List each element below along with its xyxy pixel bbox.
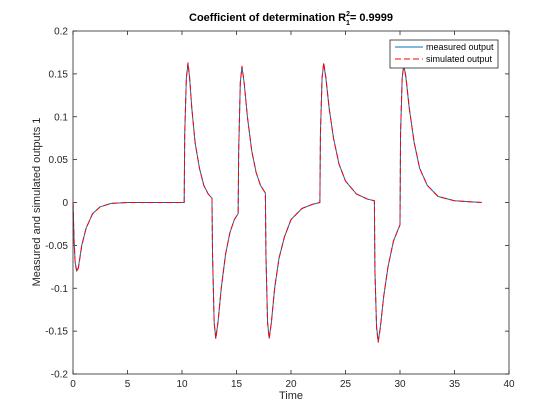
x-tick-label: 30	[394, 379, 406, 390]
chart-title-main: Coefficient of determination R	[189, 12, 346, 24]
y-axis-ticks: -0.2 -0.15 -0.1 -0.05 0 0.05 0.1 0.15 0.2	[45, 27, 509, 381]
x-tick-label: 25	[340, 379, 352, 390]
x-tick-label: 10	[176, 379, 188, 390]
x-axis-ticks: 0 5 10 15 20 25 30 35 40	[70, 31, 515, 390]
chart-title-value: = 0.9999	[350, 12, 393, 24]
y-tick-label: -0.05	[45, 241, 68, 252]
series-line-simulated-output	[72, 62, 482, 343]
legend: measured output simulated output	[389, 39, 499, 69]
y-tick-label: 0.15	[49, 69, 69, 80]
y-tick-label: -0.1	[51, 284, 69, 295]
y-axis-label: Measured and simulated outputs 1	[31, 118, 43, 287]
legend-label-simulated-output: simulated output	[426, 54, 493, 64]
y-tick-label: 0.1	[54, 112, 68, 123]
legend-box	[389, 39, 499, 69]
y-tick-label: -0.15	[45, 327, 68, 338]
axes-box	[72, 30, 510, 375]
x-tick-label: 35	[449, 379, 461, 390]
x-tick-label: 40	[503, 379, 515, 390]
x-axis-label: Time	[279, 390, 303, 402]
chart-title-superscript: 2	[346, 11, 350, 18]
y-tick-label: 0.2	[54, 27, 68, 38]
series-group	[72, 62, 482, 343]
chart-title-subscript: 1	[346, 20, 350, 27]
y-tick-label: 0.05	[49, 155, 69, 166]
legend-label-measured-output: measured output	[426, 42, 494, 52]
y-tick-label: 0	[62, 198, 68, 209]
y-tick-label: -0.2	[51, 370, 69, 381]
x-tick-label: 20	[285, 379, 297, 390]
chart-title: Coefficient of determination R2 1= 0.9999	[189, 11, 393, 27]
x-tick-label: 5	[125, 379, 131, 390]
x-tick-label: 15	[231, 379, 243, 390]
x-tick-label: 0	[70, 379, 76, 390]
